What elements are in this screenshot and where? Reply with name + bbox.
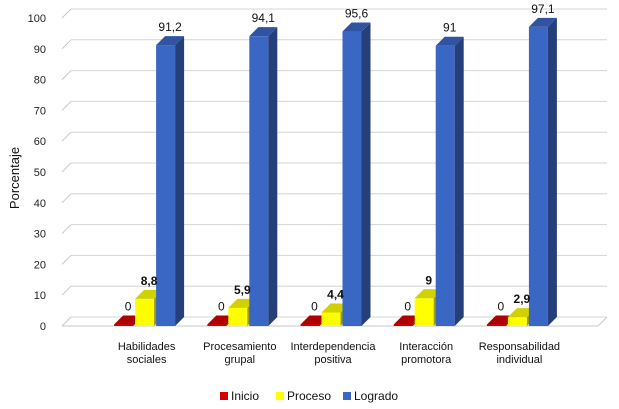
legend-label: Inicio — [231, 389, 259, 403]
y-tick-label: 80 — [34, 75, 46, 87]
floor-edge — [597, 316, 608, 327]
y-tick-label: 60 — [34, 136, 46, 148]
y-tick-label: 20 — [34, 259, 46, 271]
bar-front — [156, 45, 176, 326]
bar-top — [342, 22, 371, 32]
gridline-depth — [61, 8, 72, 19]
bar-top — [228, 298, 257, 308]
bar-front — [342, 31, 362, 326]
gridline-depth — [61, 285, 72, 296]
y-tick-label: 30 — [34, 229, 46, 241]
bar-front — [207, 324, 227, 326]
legend: Inicio Proceso Logrado — [220, 389, 398, 403]
y-tick-label: 40 — [34, 198, 46, 210]
data-label: 9 — [425, 273, 432, 287]
category-label: Interacción promotora — [399, 341, 453, 366]
bar-top — [249, 27, 278, 37]
gridline-depth — [61, 131, 72, 142]
legend-swatch — [276, 392, 284, 400]
bar — [156, 36, 185, 326]
y-axis-label: Porcentaje — [7, 147, 22, 209]
bar-front — [228, 307, 248, 326]
bar-side — [361, 22, 371, 326]
bar-front — [135, 298, 155, 326]
gridline-depth — [61, 70, 72, 80]
category-label: Interdependencia positiva — [290, 341, 376, 366]
y-tick-label: 10 — [34, 290, 46, 302]
gridline-depth — [61, 39, 72, 50]
data-label: 91 — [443, 21, 457, 35]
bar-front — [414, 298, 434, 326]
data-label: 91,2 — [158, 20, 182, 34]
bar-top — [156, 36, 185, 46]
data-label: 97,1 — [531, 2, 555, 16]
legend-label: Logrado — [354, 389, 398, 403]
legend-item: Proceso — [276, 389, 331, 403]
data-label: 0 — [218, 300, 225, 314]
y-tick-label: 90 — [34, 44, 46, 56]
y-tick-label: 0 — [40, 321, 46, 333]
data-label: 95,6 — [345, 7, 369, 21]
gridline-depth — [61, 316, 72, 327]
data-label: 8,8 — [141, 274, 158, 288]
bar-front — [528, 26, 548, 326]
legend-swatch — [220, 392, 228, 400]
category-label: Responsabilidad individual — [479, 341, 560, 366]
category-label: Habilidades sociales — [118, 341, 176, 366]
y-tick-label: 70 — [34, 105, 46, 117]
data-label: 94,1 — [252, 11, 276, 25]
bar-side — [175, 36, 185, 326]
bar-front — [249, 36, 269, 327]
gridline-depth — [61, 255, 72, 265]
data-label: 5,9 — [234, 283, 251, 297]
bar-top — [435, 36, 464, 46]
bar-front — [321, 312, 341, 326]
data-label: 0 — [404, 300, 411, 314]
data-label: 4,4 — [327, 287, 344, 301]
data-label: 0 — [498, 300, 505, 314]
legend-item: Inicio — [220, 389, 259, 403]
data-labels: 0 0 0 0 0 8,8 5,9 4,4 9 2,9 91,2 94,1 95,6 91 97,1 — [125, 2, 555, 314]
y-tick-label: 50 — [34, 167, 46, 179]
bar-front — [435, 45, 455, 326]
bar-front — [393, 324, 413, 326]
bar-front — [486, 324, 506, 326]
data-label: 0 — [125, 300, 132, 314]
bar — [435, 36, 464, 326]
legend-label: Proceso — [287, 389, 331, 403]
gridline-depth — [61, 224, 72, 234]
bar-side — [454, 36, 464, 326]
legend-item: Logrado — [343, 389, 398, 403]
bar-front — [300, 324, 320, 326]
bar — [249, 27, 278, 327]
data-label: 0 — [311, 300, 318, 314]
bar — [528, 17, 557, 326]
bar-side — [268, 27, 278, 327]
gridline-depth — [61, 101, 72, 111]
data-label: 2,9 — [514, 292, 531, 306]
bar — [342, 22, 371, 326]
bar-side — [547, 17, 557, 326]
gridline-depth — [61, 193, 72, 204]
bar-front — [507, 317, 527, 326]
category-labels: Habilidades sociales Procesamiento grupal In… — [118, 341, 560, 366]
bar-top — [528, 17, 557, 27]
bar-front — [114, 324, 134, 326]
gridline-depth — [61, 162, 72, 173]
category-label: Procesamiento grupal — [203, 341, 276, 366]
bars — [114, 17, 557, 327]
y-tick-label: 100 — [28, 13, 46, 25]
legend-swatch — [343, 392, 351, 400]
y-axis-ticks: 0 10 20 30 40 50 60 70 80 90 100 — [28, 13, 46, 333]
